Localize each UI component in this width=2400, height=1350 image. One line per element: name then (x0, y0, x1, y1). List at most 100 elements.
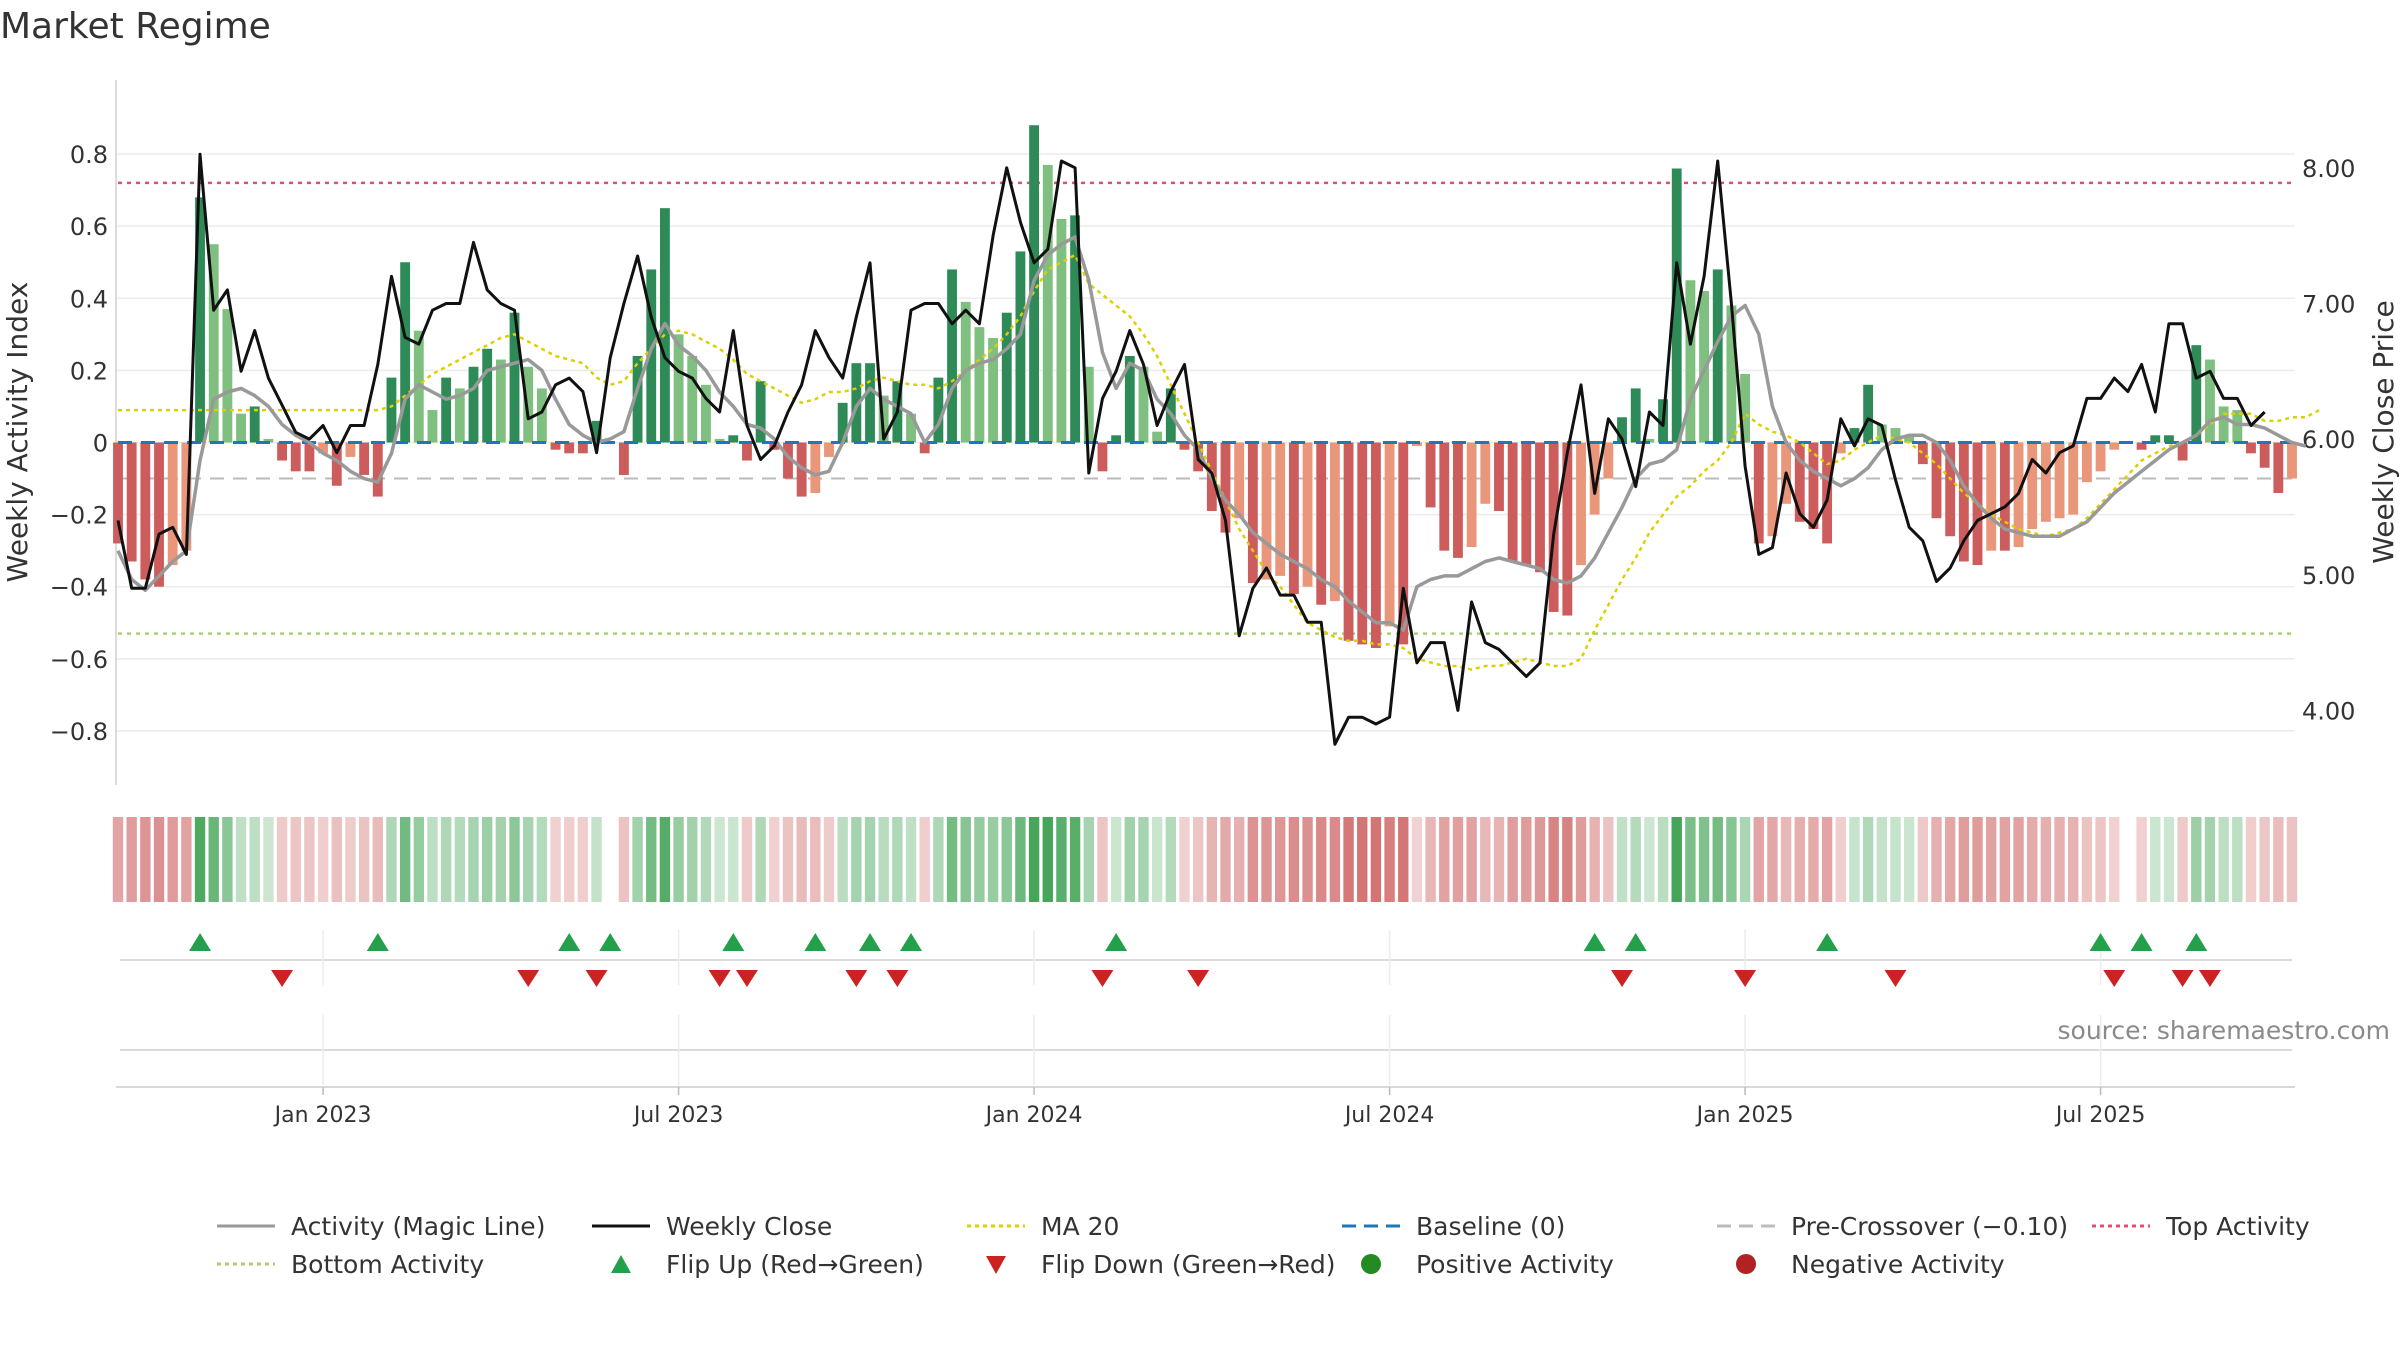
legend-label: Flip Down (Green→Red) (1041, 1249, 1336, 1279)
activity-bar (1056, 218, 1067, 443)
regime-strip-cell (1275, 817, 1286, 902)
activity-bar (1111, 435, 1122, 443)
regime-strip-cell (208, 817, 219, 902)
regime-strip-cell (2191, 817, 2202, 902)
regime-strip-cell (864, 817, 876, 902)
activity-bar (714, 438, 725, 443)
regime-strip-cell (1616, 817, 1628, 902)
activity-bar (1398, 442, 1409, 645)
activity-bar (1562, 442, 1573, 616)
regime-strip-cell (468, 817, 479, 902)
flip-up-marker (859, 933, 882, 951)
regime-strip-cell (427, 817, 438, 902)
regime-strip-cell (2218, 817, 2229, 902)
regime-strip-cell (1739, 817, 1751, 902)
y-tick-label: −0.2 (50, 502, 108, 530)
regime-strip-cell (331, 817, 342, 902)
activity-bar (687, 355, 698, 443)
regime-strip-cell (1726, 817, 1737, 902)
regime-strip-cell (1329, 817, 1341, 902)
regime-strip-cell (2232, 817, 2243, 902)
regime-strip-cell (454, 817, 466, 902)
regime-strip-cell (2136, 817, 2147, 902)
regime-strip-cell (1534, 817, 1546, 902)
solid-line-gray-icon (215, 1214, 277, 1238)
activity-bar (523, 366, 534, 443)
magic-line (116, 235, 2307, 632)
regime-strip-cell (413, 817, 425, 902)
activity-bar (1083, 366, 1094, 443)
regime-strip-cell (522, 817, 534, 902)
regime-strip-cell (1124, 817, 1135, 902)
regime-strip-cell (577, 817, 589, 902)
regime-strip-cell (1794, 817, 1805, 902)
activity-bar (1726, 305, 1737, 443)
regime-strip-cell (1425, 817, 1436, 902)
activity-bar (2177, 442, 2188, 461)
regime-strip-cell (878, 817, 889, 902)
regime-strip-cell (536, 817, 548, 902)
regime-strip-cell (2286, 817, 2298, 902)
regime-strip-cell (1493, 817, 1505, 902)
activity-bar (290, 442, 301, 472)
triangle-down-red-icon (965, 1252, 1027, 1276)
activity-bar (1630, 388, 1641, 443)
legend-label: Baseline (0) (1416, 1211, 1566, 1241)
activity-bar (742, 442, 752, 461)
regime-strip-cell (960, 817, 971, 902)
x-tick-label: Jan 2024 (984, 1103, 1083, 1128)
activity-bar (304, 442, 315, 472)
regime-strip-cell (495, 817, 507, 902)
activity-bar (755, 381, 766, 443)
activity-bar (2218, 406, 2229, 443)
activity-bar (1275, 442, 1286, 576)
activity-bar (1494, 442, 1504, 511)
regime-strip-cell (1507, 817, 1518, 902)
legend: Activity (Magic Line) Weekly Close MA 20… (215, 1210, 2400, 1280)
regime-strip-cell (782, 817, 794, 902)
legend-label: Top Activity (2166, 1211, 2310, 1241)
regime-strip-cell (987, 817, 999, 902)
regime-strip-cell (290, 817, 301, 902)
regime-strip-cell (1890, 817, 1901, 902)
regime-strip-cell (1069, 817, 1081, 902)
activity-bar (1329, 442, 1340, 602)
regime-strip-cell (892, 817, 903, 902)
activity-bar (550, 442, 561, 450)
regime-strip-cell (1028, 817, 1040, 902)
regime-strip-cell (796, 817, 807, 902)
regime-strip-cell (1712, 817, 1723, 902)
regime-strip-cell (1698, 817, 1710, 902)
activity-bar (400, 262, 411, 443)
activity-bar (837, 402, 848, 443)
activity-bar (1808, 442, 1819, 530)
activity-bar (1234, 442, 1245, 519)
legend-item-baseline: Baseline (0) (1340, 1210, 1715, 1242)
activity-bar (810, 442, 821, 493)
y2-tick-label: 7.00 (2302, 290, 2355, 318)
regime-strip-cell (1644, 817, 1655, 902)
regime-strip-cell (1343, 817, 1354, 902)
flip-down-marker (1734, 970, 1757, 987)
activity-bar (1931, 442, 1942, 519)
flip-up-marker (366, 933, 389, 951)
activity-bar (1302, 442, 1313, 587)
legend-label: Positive Activity (1416, 1249, 1614, 1279)
x-tick-label: Jul 2023 (632, 1103, 724, 1128)
regime-strip-cell (345, 817, 356, 902)
regime-strip-cell (1151, 817, 1163, 902)
regime-strip-cell (2245, 817, 2257, 902)
regime-strip-cell (810, 817, 821, 902)
regime-strip-cell (1370, 817, 1382, 902)
activity-bar (2081, 442, 2092, 483)
activity-bar (536, 388, 547, 443)
activity-bar (591, 420, 602, 443)
flip-up-marker (189, 933, 212, 951)
legend-label: Negative Activity (1791, 1249, 2005, 1279)
activity-bar (1958, 442, 1969, 562)
regime-strip-cell (1398, 817, 1409, 902)
flip-up-marker (722, 933, 745, 951)
activity-bar (2150, 435, 2161, 443)
activity-bar (2191, 345, 2202, 443)
activity-bar (468, 366, 479, 443)
